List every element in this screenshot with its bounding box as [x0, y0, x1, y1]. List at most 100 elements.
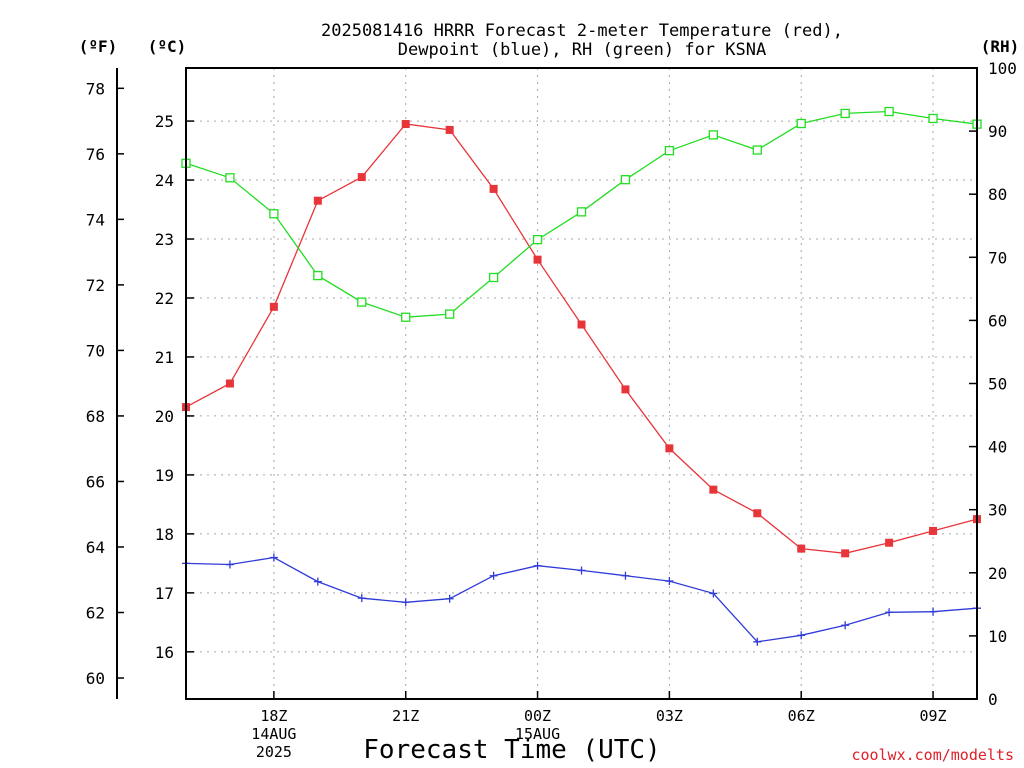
- temperature-point: [357, 173, 366, 182]
- temperature-point: [665, 444, 674, 453]
- celsius-tick-label: 20: [155, 407, 174, 426]
- rh-point: [840, 108, 850, 119]
- temperature-point: [313, 196, 322, 205]
- rh-point: [928, 113, 938, 124]
- temperature-point: [709, 485, 718, 494]
- dewpoint-point: [225, 560, 234, 569]
- x-tick-label: 09Z: [920, 707, 947, 725]
- rh-point: [445, 309, 455, 319]
- temperature-point: [841, 549, 850, 558]
- dewpoint-point: [269, 553, 278, 562]
- title-line-2: Dewpoint (blue), RH (green) for KSNA: [398, 40, 766, 60]
- dewpoint-point: [533, 561, 542, 570]
- rh-point: [796, 118, 806, 129]
- celsius-tick-label: 17: [155, 584, 174, 603]
- rh-tick-label: 70: [988, 248, 1007, 267]
- x-tick-label: 2025: [256, 743, 292, 761]
- x-tick-label: 06Z: [788, 707, 815, 725]
- rh-point: [708, 130, 718, 140]
- x-tick-label: 00Z: [524, 707, 551, 725]
- x-tick-label: 21Z: [392, 707, 419, 725]
- temperature-point: [929, 526, 938, 535]
- temperature-point: [797, 544, 806, 553]
- temperature-point: [885, 538, 894, 547]
- dewpoint-point: [841, 621, 850, 630]
- fahrenheit-tick-label: 60: [86, 669, 105, 688]
- fahrenheit-tick-label: 66: [86, 472, 105, 491]
- temperature-point: [445, 125, 454, 134]
- dewpoint-point: [753, 637, 762, 646]
- dewpoint-point: [357, 594, 366, 603]
- fahrenheit-unit-label: (ºF): [79, 37, 118, 56]
- rh-point: [620, 175, 631, 185]
- rh-point: [576, 207, 587, 217]
- rh-point: [488, 272, 499, 283]
- celsius-unit-label: (ºC): [148, 37, 187, 56]
- dewpoint-point: [665, 577, 674, 586]
- celsius-tick-label: 19: [155, 466, 174, 485]
- temperature-point: [533, 255, 542, 264]
- rh-tick-label: 10: [988, 627, 1007, 646]
- x-axis-label: Forecast Time (UTC): [363, 735, 660, 765]
- rh-point: [225, 173, 235, 183]
- title-line-1: 2025081416 HRRR Forecast 2-meter Tempera…: [321, 21, 843, 41]
- fahrenheit-tick-label: 64: [86, 538, 105, 557]
- fahrenheit-tick-label: 68: [86, 407, 105, 426]
- x-tick-label: 15AUG: [515, 725, 560, 743]
- rh-tick-label: 90: [988, 122, 1007, 141]
- rh-tick-label: 30: [988, 501, 1007, 520]
- chart-title: 2025081416 HRRR Forecast 2-meter Tempera…: [321, 21, 843, 60]
- rh-tick-label: 80: [988, 185, 1007, 204]
- rh-tick-label: 100: [988, 59, 1017, 78]
- temperature-line: [185, 123, 978, 554]
- celsius-tick-label: 18: [155, 525, 174, 544]
- temperature-point: [269, 302, 278, 311]
- rh-point: [752, 145, 762, 155]
- dewpoint-point: [577, 566, 586, 575]
- x-tick-label: 03Z: [656, 707, 683, 725]
- dewpoint-point: [797, 631, 806, 640]
- celsius-tick-label: 16: [155, 643, 174, 662]
- temperature-point: [753, 509, 762, 518]
- x-tick-label: 14AUG: [251, 725, 296, 743]
- celsius-tick-label: 23: [155, 230, 174, 249]
- rh-tick-label: 20: [988, 564, 1007, 583]
- dewpoint-point: [445, 594, 454, 603]
- rh-point: [401, 312, 411, 322]
- grid-lines: [186, 68, 977, 699]
- rh-point: [269, 209, 279, 219]
- rh-tick-label: 60: [988, 311, 1007, 330]
- rh-point: [357, 297, 367, 307]
- plot-frame: [185, 67, 978, 700]
- temperature-point: [225, 379, 234, 388]
- celsius-tick-label: 24: [155, 171, 174, 190]
- fahrenheit-tick-label: 76: [86, 145, 105, 164]
- fahrenheit-tick-label: 70: [86, 341, 105, 360]
- rh-tick-label: 0: [988, 690, 998, 709]
- x-tick-label: 18Z: [260, 707, 287, 725]
- dewpoint-point: [401, 598, 410, 607]
- dewpoint-point: [709, 589, 718, 598]
- celsius-tick-label: 21: [155, 348, 174, 367]
- temperature-point: [401, 120, 410, 129]
- dewpoint-point: [313, 577, 322, 586]
- fahrenheit-tick-label: 72: [86, 276, 105, 295]
- celsius-tick-label: 22: [155, 289, 174, 308]
- rh-point: [532, 234, 543, 245]
- watermark: coolwx.com/modelts: [851, 746, 1014, 764]
- celsius-tick-label: 25: [155, 112, 174, 131]
- rh-point: [664, 146, 675, 156]
- rh-unit-label: (RH): [981, 37, 1020, 56]
- rh-point: [313, 270, 323, 281]
- temperature-point: [621, 385, 630, 394]
- dewpoint-point: [885, 608, 894, 617]
- rh-tick-label: 40: [988, 438, 1007, 457]
- fahrenheit-tick-label: 78: [86, 79, 105, 98]
- dewpoint-point: [621, 571, 630, 580]
- rh-point: [884, 106, 894, 117]
- data-series: [181, 106, 982, 646]
- fahrenheit-tick-label: 74: [86, 210, 105, 229]
- rh-tick-label: 50: [988, 375, 1007, 394]
- dewpoint-point: [489, 571, 498, 580]
